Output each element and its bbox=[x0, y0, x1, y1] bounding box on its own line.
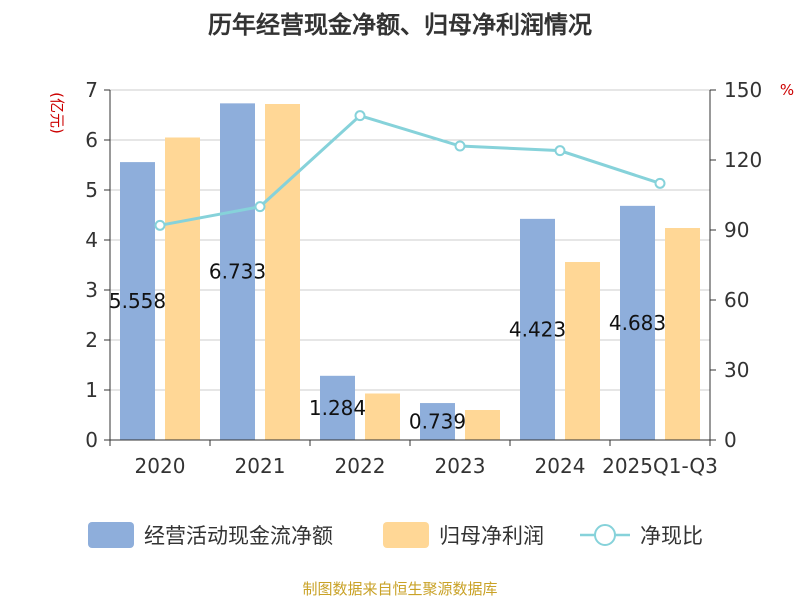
legend-label-ratio: 净现比 bbox=[640, 524, 703, 548]
bar-data-label: 6.733 bbox=[209, 260, 266, 284]
bars bbox=[120, 103, 700, 440]
y-right-tick-label: 30 bbox=[724, 358, 749, 382]
bar-data-label: 4.423 bbox=[509, 317, 566, 341]
legend: 经营活动现金流净额 归母净利润 净现比 bbox=[88, 522, 703, 548]
bar-operating-cash-flow bbox=[320, 375, 355, 440]
bar-net-profit bbox=[465, 410, 500, 440]
y-left-tick-label: 4 bbox=[85, 228, 98, 252]
x-tick-label: 2022 bbox=[335, 454, 386, 478]
y-right-tick-label: 90 bbox=[724, 218, 749, 242]
bar-net-profit bbox=[365, 393, 400, 440]
y-right-tick-label: 0 bbox=[724, 428, 737, 452]
y-left-tick-label: 7 bbox=[85, 78, 98, 102]
x-tick-label: 2021 bbox=[235, 454, 286, 478]
bar-operating-cash-flow bbox=[620, 205, 655, 440]
net-cash-ratio-line bbox=[154, 110, 666, 231]
y-left-unit: (亿元) bbox=[48, 92, 66, 134]
y-right-tick-label: 60 bbox=[724, 288, 749, 312]
bar-net-profit bbox=[565, 262, 600, 440]
gridlines bbox=[110, 89, 710, 391]
axes: 0 1 2 3 4 5 6 7 0 30 60 90 120 150 2020 2021 2022 2023 202… bbox=[85, 78, 762, 478]
bar-operating-cash-flow bbox=[520, 218, 555, 440]
y-right-unit: % bbox=[780, 81, 794, 99]
y-left-tick-label: 1 bbox=[85, 378, 98, 402]
y-left-tick-label: 0 bbox=[85, 428, 98, 452]
chart-title: 历年经营现金净额、归母净利润情况 bbox=[208, 11, 592, 39]
bar-data-labels: 5.558 6.733 1.284 0.739 4.423 4.683 bbox=[109, 260, 666, 434]
bar-net-profit bbox=[265, 104, 300, 440]
bar-operating-cash-flow bbox=[220, 103, 255, 440]
y-left-tick-label: 6 bbox=[85, 128, 98, 152]
ratio-line-point bbox=[354, 110, 366, 122]
bar-operating-cash-flow bbox=[120, 162, 155, 440]
ratio-line-point bbox=[454, 140, 466, 152]
data-source: 制图数据来自恒生聚源数据库 bbox=[302, 580, 497, 598]
ratio-line-path bbox=[159, 113, 661, 227]
x-tick-label: 2024 bbox=[535, 454, 586, 478]
bar-operating-cash-flow bbox=[420, 403, 455, 440]
legend-label-net-profit: 归母净利润 bbox=[439, 524, 544, 548]
bar-data-label: 5.558 bbox=[109, 289, 166, 313]
bar-net-profit bbox=[165, 137, 200, 440]
x-tick-label: 2023 bbox=[435, 454, 486, 478]
y-left-tick-label: 5 bbox=[85, 178, 98, 202]
x-tick-label: 2025Q1-Q3 bbox=[602, 454, 718, 478]
bar-data-label: 0.739 bbox=[409, 410, 466, 434]
y-left-tick-label: 2 bbox=[85, 328, 98, 352]
ratio-line-point bbox=[554, 145, 566, 157]
x-tick-label: 2020 bbox=[135, 454, 186, 478]
ratio-line-point bbox=[154, 219, 166, 231]
bar-net-profit bbox=[665, 228, 700, 440]
y-right-tick-label: 120 bbox=[724, 148, 762, 172]
y-right-tick-label: 150 bbox=[724, 78, 762, 102]
ratio-line-point bbox=[654, 177, 666, 189]
bar-data-label: 4.683 bbox=[609, 311, 666, 335]
bar-data-label: 1.284 bbox=[309, 396, 366, 420]
legend-swatch-net-profit bbox=[383, 522, 429, 548]
ratio-line-point bbox=[254, 201, 266, 213]
y-left-tick-label: 3 bbox=[85, 278, 98, 302]
legend-marker-ratio bbox=[594, 524, 616, 546]
legend-label-operating-cash-flow: 经营活动现金流净额 bbox=[144, 524, 333, 548]
legend-swatch-operating-cash-flow bbox=[88, 522, 134, 548]
